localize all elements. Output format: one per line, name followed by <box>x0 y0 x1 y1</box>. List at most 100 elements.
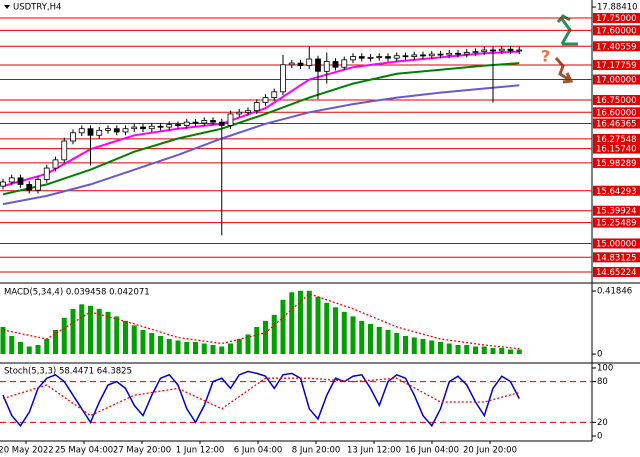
macd-bar <box>455 344 461 355</box>
macd-bar <box>271 314 277 355</box>
level-label: 16.27548 <box>596 135 637 145</box>
candle-body <box>157 125 164 128</box>
candle-body <box>148 125 155 130</box>
macd-bar <box>298 290 303 355</box>
candle-body <box>43 167 50 180</box>
candle-body <box>52 159 59 169</box>
y-tick-label: 17.88410 <box>597 3 638 13</box>
candle-body <box>166 124 173 128</box>
candle-body <box>516 49 523 52</box>
stochastic-line <box>2 370 520 428</box>
macd-bar <box>114 316 120 355</box>
candle-body <box>236 111 243 115</box>
macd-bar <box>158 335 163 355</box>
macd-bar <box>306 290 312 355</box>
macd-bar <box>341 311 347 355</box>
level-label: 15.25489 <box>596 219 637 229</box>
level-label: 15.98289 <box>596 159 637 169</box>
macd-bar <box>499 347 505 355</box>
candle-body <box>78 128 85 134</box>
candle-body <box>332 61 339 68</box>
macd-bar <box>9 335 15 355</box>
level-tag <box>593 205 640 216</box>
signal-line <box>2 377 520 417</box>
macd-bar <box>280 299 286 355</box>
level-label: 16.75000 <box>596 96 637 106</box>
x-tick-label: 6 Jun 04:00 <box>234 446 283 456</box>
macd-bar <box>324 302 330 355</box>
level-label: 16.60000 <box>596 108 637 118</box>
candle-body <box>131 126 138 130</box>
candle-body <box>490 49 496 52</box>
candle-body <box>402 55 409 58</box>
candle-body <box>288 62 295 66</box>
macd-bar <box>446 343 452 355</box>
y-tick-label: 0 <box>597 431 602 441</box>
macd-bar <box>508 349 513 355</box>
level-tag <box>593 74 640 85</box>
candle-body <box>315 58 321 72</box>
y-tick-label: 0 <box>597 350 602 360</box>
macd-bar <box>315 296 321 355</box>
macd-bar <box>0 326 6 355</box>
level-label: 16.46365 <box>596 119 637 129</box>
macd-bar <box>123 320 128 355</box>
x-tick-label: 16 Jun 04:00 <box>405 446 459 456</box>
level-tag <box>593 157 640 168</box>
candle-body <box>306 58 313 66</box>
candle-body <box>411 54 418 57</box>
candle-body <box>227 113 234 126</box>
level-label: 17.40559 <box>596 42 637 52</box>
symbol-title: USDTRY,H4 <box>13 3 61 13</box>
candle-body <box>113 128 120 133</box>
x-tick-label: 25 May 04:00 <box>55 446 113 456</box>
macd-bar <box>131 325 137 355</box>
candle-body <box>437 53 444 56</box>
macd-bar <box>350 316 356 355</box>
macd-bar <box>88 305 93 355</box>
level-label: 17.75000 <box>596 14 637 24</box>
macd-bar <box>61 317 67 355</box>
candle-body <box>8 177 15 183</box>
macd-bar <box>263 320 268 355</box>
moving-average <box>2 62 520 196</box>
moving-average <box>2 84 520 206</box>
candle-body <box>35 179 41 191</box>
candle-body <box>472 51 479 54</box>
macd-bar <box>35 344 41 355</box>
candle-body <box>481 49 488 53</box>
y-tick-label: 0.41846 <box>597 287 632 297</box>
macd-bar <box>184 341 190 355</box>
candle-body <box>262 97 269 103</box>
level-label: 15.00000 <box>596 239 637 249</box>
panel-title: MACD(5,34,4) 0.039458 0.042071 <box>4 288 150 298</box>
level-tag <box>593 41 640 52</box>
x-tick-label: 1 Jun 12:00 <box>176 446 225 456</box>
level-tag <box>593 143 640 154</box>
candle-body <box>0 181 6 187</box>
macd-bar <box>96 308 102 355</box>
macd-bar <box>140 329 146 355</box>
level-tag <box>593 217 640 228</box>
macd-bar <box>193 341 198 355</box>
candle-body <box>192 121 199 124</box>
panel-title: Stoch(5,3,3) 58.4471 64.3825 <box>4 367 132 377</box>
question-annotation: ? <box>541 47 550 66</box>
macd-bar <box>166 338 172 355</box>
macd-bar <box>245 334 251 355</box>
signal-line <box>2 293 520 350</box>
macd-bar <box>228 343 233 355</box>
candle-body <box>393 55 400 59</box>
level-tag <box>593 185 640 196</box>
candle-body <box>122 128 129 133</box>
candle-body <box>350 56 356 61</box>
y-tick-label: 80 <box>597 377 608 387</box>
macd-bar <box>464 344 470 355</box>
macd-bar <box>70 308 76 355</box>
macd-bar <box>411 337 417 355</box>
macd-bar <box>201 343 207 355</box>
level-label: 16.15740 <box>596 145 637 155</box>
x-tick-label: 20 Jun 20:00 <box>463 446 517 456</box>
menu-triangle <box>4 5 10 9</box>
